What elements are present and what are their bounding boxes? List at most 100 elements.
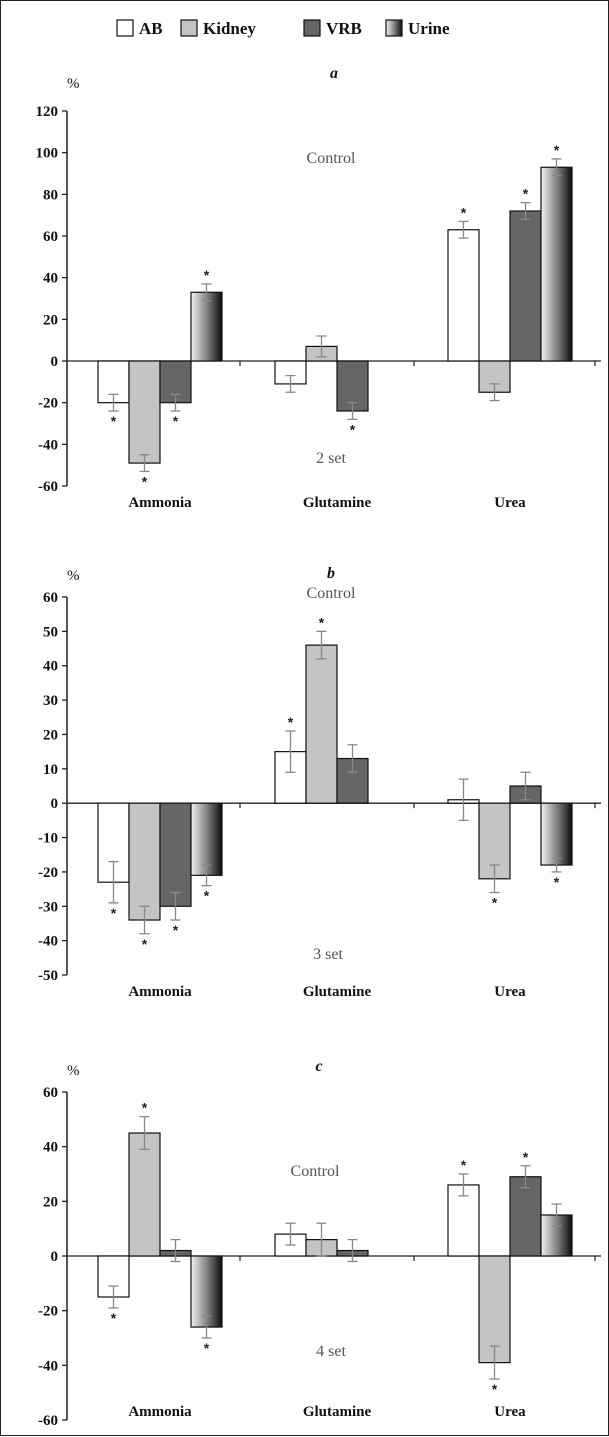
significance-star: *: [523, 186, 529, 202]
significance-star: *: [142, 473, 148, 489]
bar-vrb: [509, 210, 542, 362]
panel-c: c % Control 4 set 60 40 20 0 -20 -40 -60 Ammoni…: [38, 1058, 601, 1429]
y-tick-label: -50: [38, 968, 58, 984]
legend-swatch-kidney: [180, 19, 198, 37]
y-tick-label: 50: [43, 624, 58, 640]
y-tick-label: 20: [43, 1194, 58, 1210]
legend-label-kidney: Kidney: [203, 19, 256, 38]
significance-star: *: [350, 421, 356, 437]
category-label: Glutamine: [303, 1404, 372, 1420]
set-label: 4 set: [316, 1343, 346, 1360]
y-tick-label: 40: [43, 659, 58, 675]
bar-ab: [447, 229, 480, 362]
significance-star: *: [204, 267, 210, 283]
significance-star: *: [523, 1149, 529, 1165]
significance-star: *: [492, 895, 498, 911]
y-tick-label: 60: [43, 590, 58, 606]
y-tick-label: 80: [43, 187, 58, 203]
category-label: Glutamine: [303, 984, 372, 1000]
category-label: Glutamine: [303, 495, 372, 511]
y-tick-label: 20: [43, 727, 58, 743]
y-tick-label: 0: [51, 796, 59, 812]
y-tick-label: -60: [38, 479, 58, 495]
bar-kidney: [478, 1255, 511, 1364]
significance-star: *: [492, 1381, 498, 1397]
bar-vrb: [159, 802, 192, 907]
y-tick-label: -40: [38, 1358, 58, 1374]
significance-star: *: [204, 1340, 210, 1356]
bar-urine: [190, 802, 223, 876]
panel-label: a: [330, 65, 338, 82]
panel-label: c: [315, 1058, 322, 1075]
significance-star: *: [173, 413, 179, 429]
category-label: Ammonia: [128, 984, 192, 1000]
significance-star: *: [111, 905, 117, 921]
y-tick-label: 0: [51, 354, 59, 370]
significance-star: *: [461, 1157, 467, 1173]
y-tick-label: 20: [43, 312, 58, 328]
y-tick-label: -20: [38, 1304, 58, 1320]
category-label: Ammonia: [128, 1404, 192, 1420]
y-tick-label: -60: [38, 1413, 58, 1429]
significance-star: *: [461, 204, 467, 220]
y-axis-unit: %: [67, 76, 80, 92]
control-label: Control: [307, 585, 356, 602]
y-tick-label: 120: [36, 104, 59, 120]
bar-urine: [540, 802, 573, 866]
y-tick-label: 10: [43, 762, 58, 778]
bar-urine: [540, 166, 573, 362]
y-tick-label: 40: [43, 271, 58, 287]
y-tick-label: 60: [43, 1085, 58, 1101]
set-label: 3 set: [313, 946, 343, 963]
significance-star: *: [319, 614, 325, 630]
y-tick-label: 100: [36, 146, 59, 162]
significance-star: *: [288, 714, 294, 730]
panel-a: a % Control 2 set 120 100 80 60 40 20 0 -20 -40 -…: [36, 65, 601, 511]
legend-swatch-vrb: [303, 19, 321, 37]
bar-kidney: [305, 644, 338, 804]
y-tick-label: -30: [38, 899, 58, 915]
category-label: Urea: [494, 984, 526, 1000]
significance-star: *: [173, 922, 179, 938]
category-label: Ammonia: [128, 495, 192, 511]
category-label: Urea: [494, 495, 526, 511]
significance-star: *: [142, 936, 148, 952]
set-label: 2 set: [316, 450, 346, 467]
legend-label-urine: Urine: [408, 19, 450, 38]
y-tick-label: -20: [38, 865, 58, 881]
legend-label-ab: AB: [139, 19, 163, 38]
legend: AB Kidney VRB Urine: [116, 19, 450, 38]
legend-swatch-ab: [116, 19, 134, 37]
y-tick-label: -20: [38, 396, 58, 412]
bar-vrb: [509, 1176, 542, 1257]
y-tick-label: 60: [43, 229, 58, 245]
significance-star: *: [111, 1310, 117, 1326]
significance-star: *: [554, 142, 560, 158]
control-label: Control: [307, 150, 356, 167]
panel-b: b % Control 3 set 60 50 40 30 20 10 0 -10 -20 -30…: [38, 565, 601, 1000]
legend-label-vrb: VRB: [326, 19, 362, 38]
bar-kidney: [128, 802, 161, 921]
category-label: Urea: [494, 1404, 526, 1420]
y-tick-label: -40: [38, 437, 58, 453]
y-axis-unit: %: [67, 1063, 80, 1079]
control-label: Control: [291, 1163, 340, 1180]
bar-kidney: [128, 1132, 161, 1257]
y-tick-label: 0: [51, 1249, 59, 1265]
significance-star: *: [142, 1100, 148, 1116]
significance-star: *: [111, 413, 117, 429]
y-tick-label: 40: [43, 1140, 58, 1156]
bar-urine: [190, 291, 223, 362]
y-axis-unit: %: [67, 568, 80, 584]
significance-star: *: [204, 888, 210, 904]
significance-star: *: [554, 874, 560, 890]
y-tick-label: -40: [38, 934, 58, 950]
bar-kidney: [128, 360, 161, 464]
panel-label: b: [327, 565, 335, 582]
legend-swatch-urine: [385, 19, 403, 37]
y-tick-label: -10: [38, 831, 58, 847]
y-tick-label: 30: [43, 693, 58, 709]
bar-ab: [447, 1184, 480, 1257]
